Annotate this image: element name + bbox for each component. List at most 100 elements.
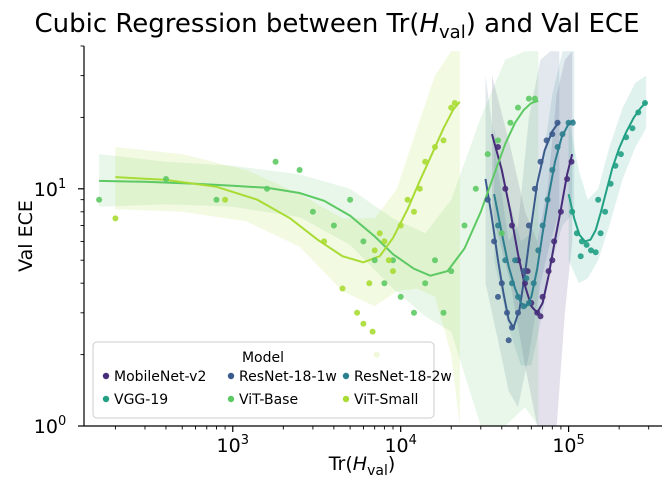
vit-small-point [222,197,228,203]
x-tick-exponent: 4 [409,433,417,448]
legend-marker-vgg-19 [103,396,109,402]
mobilenet-v2-point [564,176,570,182]
legend-title: Model [242,350,284,366]
vit-small-point [390,268,396,274]
vgg-19-point [608,181,614,187]
vit-base-point [441,310,447,316]
vgg-19-point [598,230,604,236]
mobilenet-v2-point [538,313,544,319]
vit-small-point [417,186,423,192]
vgg-19-point [602,209,608,215]
resnet-18-2w-point [545,197,551,203]
vit-base-point [347,197,353,203]
mobilenet-v2-point [549,257,555,263]
vit-small-point [366,280,372,286]
vgg-19-point [569,209,575,215]
vit-small-point [422,159,428,165]
vgg-19-point [623,134,629,140]
vit-small-point [377,230,383,236]
mobilenet-v2-point [558,209,564,215]
vit-small-point [370,329,376,335]
resnet-18-1w-point [499,280,505,286]
resnet-18-1w-point [555,120,561,126]
vit-small-point [354,310,360,316]
vit-small-point [452,100,458,106]
mobilenet-v2-point [546,268,552,274]
resnet-18-1w-point [544,137,550,143]
y-tick-base: 10 [34,416,58,438]
vgg-19-point [578,253,584,259]
vit-base-point [264,186,270,192]
resnet-18-2w-point [540,223,546,229]
x-tick-exponent: 3 [241,433,249,448]
vgg-19-point [618,151,624,157]
resnet-18-2w-point [560,131,566,137]
resnet-18-2w-point [555,144,561,150]
vit-base-point [526,96,532,102]
vgg-19-point [635,109,641,115]
vit-base-point [411,310,417,316]
vit-small-point [360,321,366,327]
resnet-18-2w-point [495,223,501,229]
vit-base-point [214,197,220,203]
legend-label-vgg-19: VGG-19 [114,392,168,408]
x-label-subscript: val [367,463,388,478]
vit-base-point [515,105,521,111]
y-tick-exponent: 1 [58,177,66,192]
resnet-18-2w-point [535,247,541,253]
vit-base-point [432,257,438,263]
mobilenet-v2-point [502,186,508,192]
y-axis-label: Val ECE [15,200,37,272]
resnet-18-2w-point [549,167,555,173]
vit-base-point [163,176,169,182]
legend-label-vit-small: ViT-Small [354,392,418,408]
vit-small-point [398,223,404,229]
chart-title: Cubic Regression between Tr(Hval) and Va… [34,9,639,43]
vgg-19-point [574,230,580,236]
resnet-18-1w-point [532,186,538,192]
resnet-18-1w-point [485,197,491,203]
x-label-tail: ) [388,453,395,475]
mobilenet-v2-point [551,238,557,244]
vit-small-point [441,137,447,143]
resnet-18-1w-point [495,294,501,300]
vit-base-point [273,159,279,165]
resnet-18-2w-point [502,257,508,263]
x-tick-label: 105 [552,433,584,457]
legend-marker-mobilenet-v2 [103,373,109,379]
legend: Model MobileNet-v2 ResNet-18-1w ResNet-18-… [93,342,452,418]
vit-small-point [372,247,378,253]
vit-small-point [411,209,417,215]
vit-base-point [96,197,102,203]
legend-marker-resnet-18-2w [343,373,349,379]
vgg-19-point [593,249,599,255]
vit-small-point [405,197,411,203]
x-label-main: Tr( [328,453,353,475]
vit-base-point [507,120,513,126]
vit-small-point [340,286,346,292]
vit-base-point [297,167,303,173]
title-symbol: H [419,9,439,39]
vit-base-point [372,257,378,263]
resnet-18-1w-point [521,268,527,274]
vit-base-point [422,280,428,286]
title-subscript: val [439,22,466,43]
vit-base-point [485,151,491,157]
x-tick-base: 10 [552,435,576,457]
legend-marker-vit-base [228,396,234,402]
vit-base-point [462,223,468,229]
vit-base-point [381,280,387,286]
vit-base-point [360,238,366,244]
resnet-18-1w-point [491,238,497,244]
resnet-18-1w-point [504,310,510,316]
resnet-18-1w-point [549,131,555,137]
vgg-19-point [584,242,590,248]
vit-base-point [398,294,404,300]
vit-small-point [112,215,118,221]
mobilenet-v2-point [540,294,546,300]
vit-base-point [310,209,316,215]
resnet-18-1w-point [515,310,521,316]
legend-marker-resnet-18-1w [228,373,234,379]
resnet-18-2w-point [523,275,529,281]
